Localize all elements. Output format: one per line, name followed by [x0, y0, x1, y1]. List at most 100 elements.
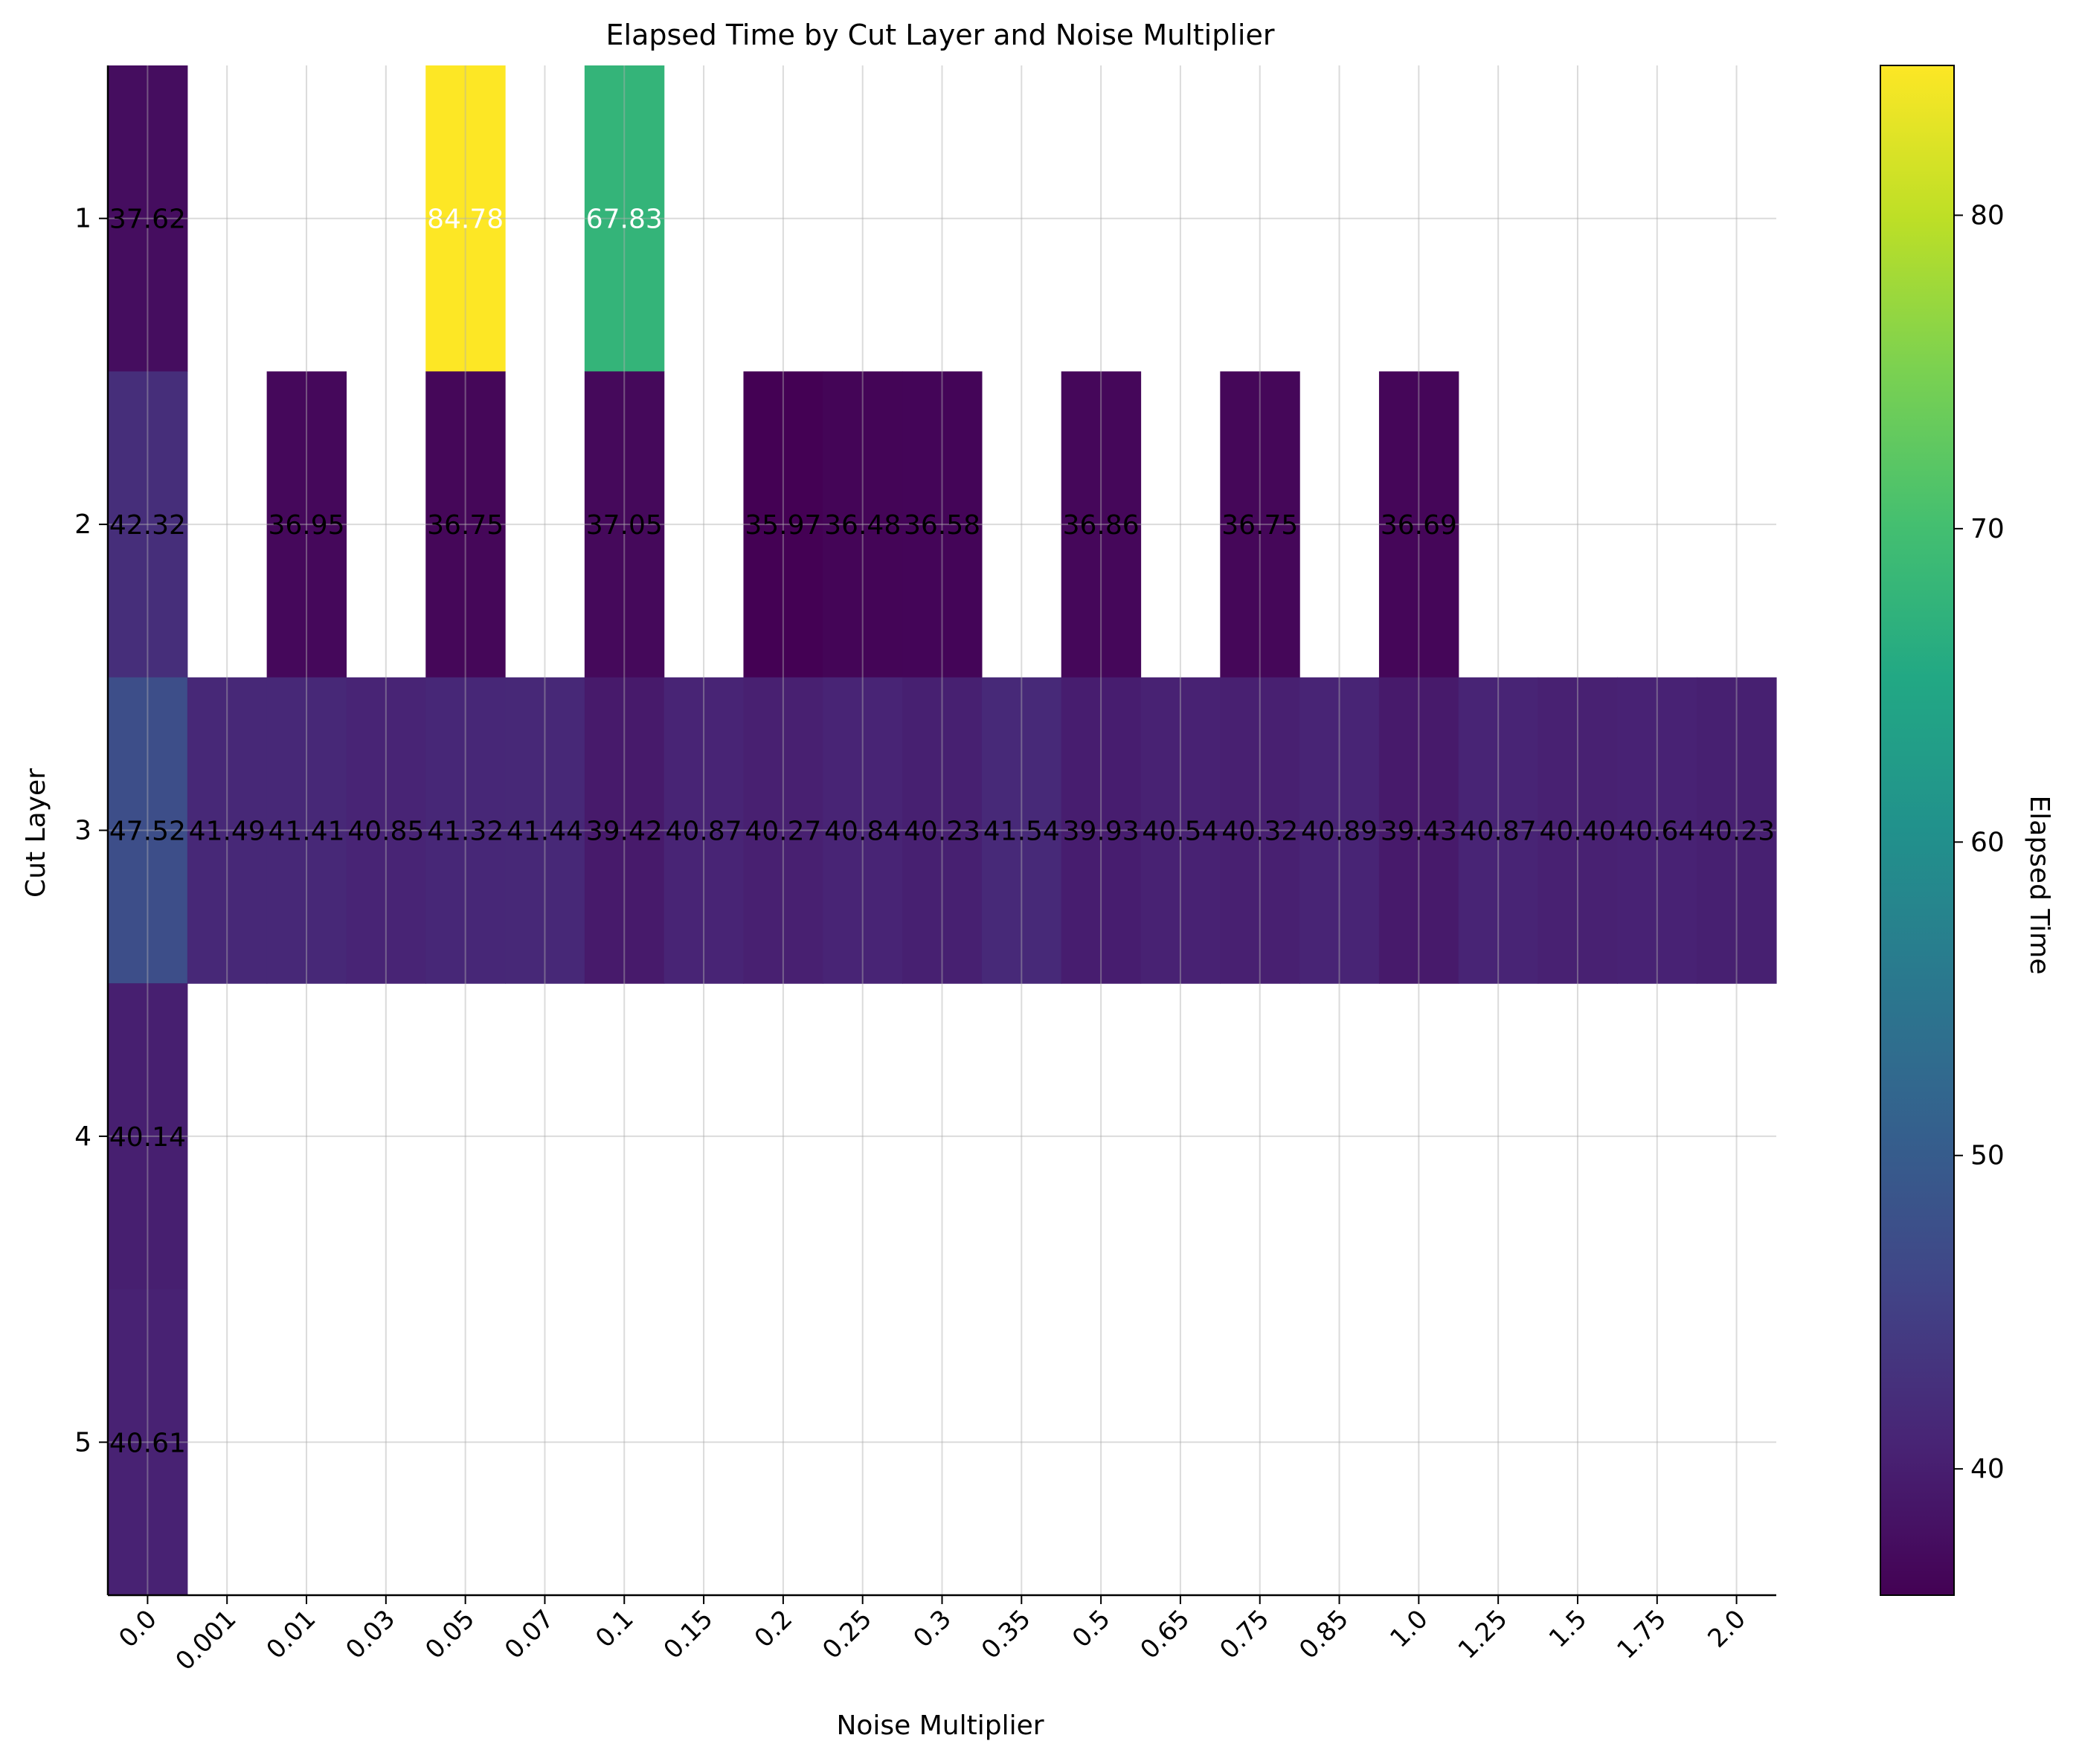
- y-tick-label: 2: [74, 509, 91, 540]
- heatmap-cell: [902, 371, 983, 678]
- heatmap-cell: [1299, 677, 1380, 984]
- heatmap-cell: [425, 65, 506, 372]
- heatmap-cell: [108, 65, 188, 372]
- cell-value-label: 36.69: [1381, 510, 1457, 541]
- cell-value-label: 41.54: [983, 817, 1060, 847]
- heatmap-cell: [981, 677, 1062, 984]
- x-tick-label: 0.07: [499, 1604, 560, 1665]
- cell-value-label: 40.23: [1698, 817, 1775, 847]
- heatmap-cell: [346, 677, 426, 984]
- heatmap-cell: [902, 677, 983, 984]
- cell-value-label: 41.49: [189, 817, 266, 847]
- heatmap-cell: [1458, 677, 1539, 984]
- chart-title: Elapsed Time by Cut Layer and Noise Mult…: [606, 19, 1275, 51]
- heatmap-cell: [505, 677, 585, 984]
- cell-value-label: 40.32: [1221, 817, 1298, 847]
- x-tick-label: 1.75: [1611, 1604, 1672, 1665]
- heatmap-cell: [1378, 371, 1459, 678]
- x-tick-label: 0.001: [170, 1604, 242, 1676]
- heatmap-cell: [823, 677, 903, 984]
- cell-value-label: 40.14: [109, 1122, 186, 1153]
- heatmap-cell: [266, 677, 347, 984]
- x-tick-label: 0.65: [1134, 1604, 1195, 1665]
- heatmap-cell: [425, 677, 506, 984]
- heatmap-cell: [663, 677, 745, 984]
- y-axis-label: Cut Layer: [21, 768, 51, 898]
- colorbar-tick-label: 70: [1970, 514, 2005, 544]
- cell-value-labels: 37.62 84.78 67.83 42.32 36.95 36.75 37.05 35.97…: [109, 205, 1775, 1459]
- heatmap-cell: [108, 1289, 188, 1596]
- x-tick-label: 0.05: [420, 1604, 481, 1665]
- cell-value-label: 37.05: [586, 510, 663, 541]
- x-tick-label: 1.5: [1543, 1604, 1593, 1654]
- heatmap-cells: [108, 65, 1777, 1596]
- x-tick-label: 0.75: [1214, 1604, 1275, 1665]
- cell-value-label: 41.44: [507, 817, 583, 847]
- cell-value-label: 40.89: [1301, 817, 1378, 847]
- x-tick-label: 0.01: [261, 1604, 322, 1665]
- cell-value-label: 39.42: [586, 817, 663, 847]
- cell-value-label: 39.43: [1381, 817, 1457, 847]
- heatmap-cell: [1537, 677, 1618, 984]
- cell-value-label: 40.54: [1142, 817, 1218, 847]
- x-tick-label: 0.0: [113, 1604, 163, 1654]
- cell-value-label: 41.32: [427, 817, 504, 847]
- x-tick-label: 1.25: [1453, 1604, 1514, 1665]
- heatmap-cell: [266, 371, 347, 678]
- x-tick-label: 2.0: [1702, 1604, 1752, 1654]
- heatmap-cell: [1378, 677, 1459, 984]
- colorbar-tick-label: 50: [1970, 1141, 2005, 1171]
- cell-value-label: 36.48: [824, 510, 901, 541]
- heatmap-cell: [584, 677, 665, 984]
- cell-value-label: 40.40: [1539, 817, 1616, 847]
- cell-value-label: 36.95: [268, 510, 344, 541]
- colorbar-gradient: [1880, 65, 1955, 1596]
- x-tick-label: 0.1: [590, 1604, 640, 1654]
- cell-value-label: 40.84: [824, 817, 901, 847]
- x-tick-label: 0.5: [1067, 1604, 1116, 1654]
- cell-value-label: 40.27: [745, 817, 821, 847]
- cell-value-label: 40.23: [904, 817, 980, 847]
- heatmap-cell: [187, 677, 268, 984]
- heatmap-cell: [425, 371, 506, 678]
- x-tick-label: 0.03: [340, 1604, 401, 1665]
- cell-value-label: 40.64: [1619, 817, 1695, 847]
- y-tick-label: 1: [74, 204, 91, 234]
- heatmap-cell: [1617, 677, 1697, 984]
- cell-value-label: 37.62: [109, 205, 186, 235]
- cell-value-label: 84.78: [427, 205, 504, 235]
- heatmap-cell: [1061, 677, 1142, 984]
- heatmap-cell: [1220, 371, 1300, 678]
- heatmap-cell: [584, 371, 665, 678]
- cell-value-label: 47.52: [109, 817, 186, 847]
- heatmap-cell: [743, 677, 823, 984]
- x-axis-ticks: 0.0 0.001 0.01 0.03 0.05 0.07 0.1 0.15 0.2 0.25 0.…: [113, 1595, 1752, 1676]
- cell-value-label: 36.58: [904, 510, 980, 541]
- colorbar-tick-label: 80: [1970, 200, 2005, 231]
- colorbar-tick-label: 40: [1970, 1454, 2005, 1484]
- cell-value-label: 36.86: [1063, 510, 1140, 541]
- colorbar-label: Elapsed Time: [2024, 796, 2054, 975]
- heatmap-cell: [823, 371, 903, 678]
- cell-value-label: 40.87: [666, 817, 742, 847]
- x-tick-label: 0.15: [658, 1604, 719, 1665]
- x-tick-label: 0.25: [817, 1604, 878, 1665]
- cell-value-label: 35.97: [745, 510, 821, 541]
- x-axis-label: Noise Multiplier: [836, 1710, 1044, 1741]
- heatmap-cell: [1061, 371, 1142, 678]
- heatmap-cell: [108, 677, 188, 984]
- cell-value-label: 41.41: [268, 817, 344, 847]
- colorbar: 40 50 60 70 80: [1880, 65, 2005, 1596]
- cell-value-label: 36.75: [1221, 510, 1298, 541]
- x-tick-label: 0.3: [907, 1604, 957, 1654]
- x-tick-label: 0.85: [1294, 1604, 1355, 1665]
- cell-value-label: 67.83: [586, 205, 663, 235]
- heatmap-cell: [584, 65, 665, 372]
- heatmap-cell: [1140, 677, 1221, 984]
- y-axis-ticks: 1 2 3 4 5: [74, 204, 108, 1458]
- y-tick-label: 3: [74, 816, 91, 846]
- heatmap-cell: [1697, 677, 1777, 984]
- cell-value-label: 40.85: [347, 817, 424, 847]
- heatmap-cell: [1220, 677, 1300, 984]
